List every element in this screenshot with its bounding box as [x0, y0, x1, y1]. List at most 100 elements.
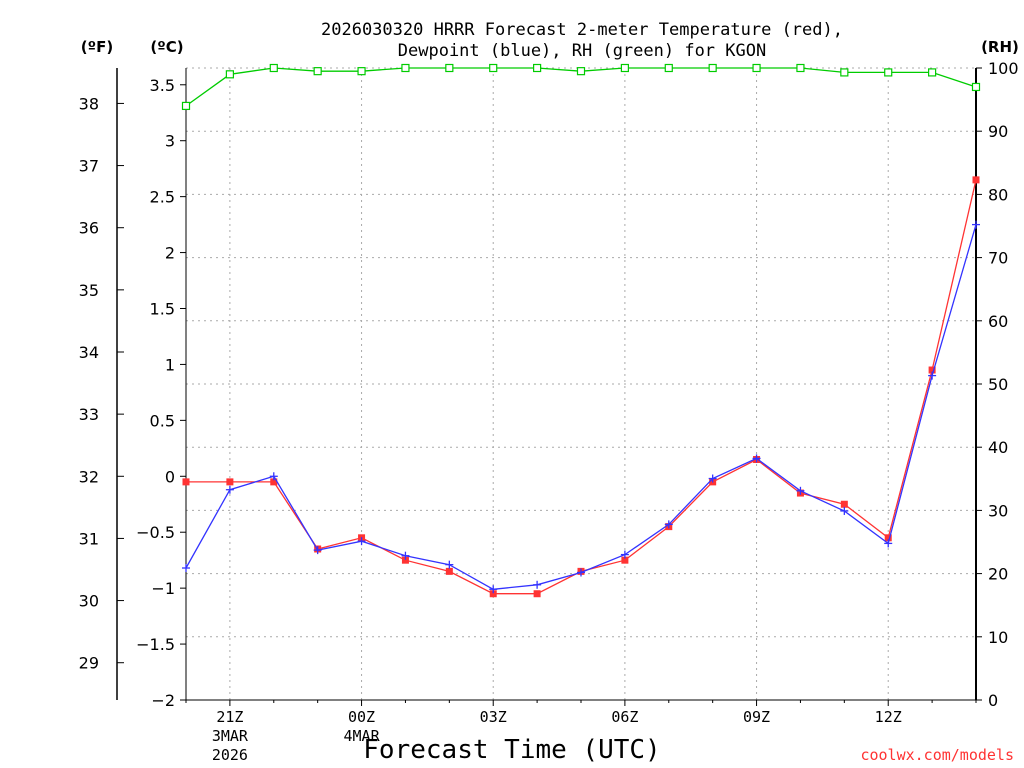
temperature-point	[621, 556, 629, 564]
rh-tick-label: 60	[988, 312, 1008, 331]
fahrenheit-tick-label: 38	[79, 94, 99, 113]
rh-point	[489, 63, 498, 73]
fahrenheit-tick-label: 34	[79, 343, 99, 362]
rh-tick-label: 100	[988, 59, 1019, 78]
dewpoint-point	[225, 485, 234, 494]
dewpoint-point	[752, 454, 761, 463]
rh-unit-label: (RH)	[981, 38, 1019, 56]
dewpoint-point	[445, 560, 454, 569]
temperature-point	[884, 534, 892, 542]
rh-point	[313, 67, 322, 76]
fahrenheit-tick-label: 35	[79, 281, 99, 300]
dewpoint-point	[664, 520, 673, 529]
x-axis-title: Forecast Time (UTC)	[363, 735, 660, 765]
dewpoint-point	[401, 551, 410, 560]
x-tick-label: 09Z	[743, 708, 770, 726]
dewpoint-point	[708, 474, 717, 483]
rh-tick-label: 90	[988, 122, 1008, 141]
dewpoint-point	[796, 486, 805, 495]
rh-point	[752, 63, 761, 73]
celsius-tick-label: 1.5	[150, 299, 175, 318]
x-tick-label: 00Z	[348, 708, 375, 726]
dewpoint-point	[884, 539, 893, 548]
fahrenheit-unit-label: (ºF)	[81, 38, 113, 56]
rh-point	[928, 68, 937, 77]
temperature-point	[928, 366, 936, 374]
rh-point	[708, 63, 717, 73]
dewpoint-point	[313, 546, 322, 555]
fahrenheit-tick-label: 30	[79, 592, 99, 611]
rh-point	[445, 63, 454, 73]
celsius-tick-label: 0	[165, 467, 175, 486]
celsius-tick-label: 1	[165, 355, 175, 374]
fahrenheit-tick-label: 31	[79, 529, 99, 548]
celsius-tick-label: −2	[151, 691, 175, 710]
celsius-tick-label: 2	[165, 244, 175, 263]
celsius-unit-label: (ºC)	[150, 38, 183, 56]
dewpoint-point	[840, 506, 849, 515]
fahrenheit-tick-label: 36	[79, 219, 99, 238]
celsius-tick-label: 0.5	[150, 411, 175, 430]
series-layer	[181, 63, 981, 598]
rh-tick-label: 20	[988, 565, 1008, 584]
rh-tick-label: 70	[988, 249, 1008, 268]
x-tick-label: 12Z	[875, 708, 902, 726]
rh-point	[971, 82, 981, 92]
temperature-point	[401, 556, 409, 564]
fahrenheit-tick-label: 32	[79, 467, 99, 486]
rh-tick-label: 80	[988, 185, 1008, 204]
dewpoint-point	[182, 564, 190, 573]
rh-point	[620, 63, 629, 73]
celsius-tick-label: 2.5	[150, 188, 175, 207]
rh-point	[664, 63, 673, 73]
x-tick-date-label: 3MAR	[212, 727, 249, 745]
celsius-tick-label: −1	[151, 579, 175, 598]
celsius-tick-label: 3	[165, 132, 175, 151]
dewpoint-series-line	[185, 224, 977, 590]
x-tick-label: 21Z	[216, 708, 243, 726]
celsius-tick-label: 3.5	[150, 76, 175, 95]
credit-label: coolwx.com/models	[860, 746, 1014, 764]
rh-point	[401, 63, 410, 73]
rh-tick-label: 40	[988, 438, 1008, 457]
temperature-point	[489, 590, 497, 598]
temperature-point	[445, 567, 453, 575]
rh-tick-label: 30	[988, 501, 1008, 520]
temperature-point	[972, 176, 980, 184]
dewpoint-point	[577, 568, 585, 577]
ticks-layer: −2 −1.5 −1 −0.5 0 0.5 1 1.5 2 2.5 3 3.5 29 30 31 32 33 34…	[79, 59, 1019, 764]
x-tick-date-label: 4MAR	[343, 727, 380, 745]
chart-title-line1: 2026030320 HRRR Forecast 2-meter Tempera…	[321, 20, 843, 40]
fahrenheit-tick-label: 33	[79, 405, 99, 424]
rh-point	[840, 68, 849, 77]
rh-tick-label: 50	[988, 375, 1008, 394]
dewpoint-point	[620, 550, 629, 559]
temperature-series-line	[186, 179, 977, 595]
temperature-point	[840, 500, 848, 508]
fahrenheit-tick-label: 37	[79, 157, 99, 176]
rh-point	[181, 101, 191, 111]
rh-point	[357, 67, 366, 76]
x-tick-label: 03Z	[480, 708, 507, 726]
x-tick-label: 06Z	[611, 708, 638, 726]
dewpoint-point	[269, 472, 278, 481]
rh-point	[884, 68, 893, 77]
dewpoint-point	[357, 537, 366, 546]
rh-point	[269, 63, 278, 73]
dewpoint-point	[928, 371, 937, 380]
temperature-point	[182, 478, 190, 486]
temperature-point	[226, 478, 234, 486]
dewpoint-point	[489, 585, 498, 594]
chart-title-line2: Dewpoint (blue), RH (green) for KGON	[398, 41, 766, 61]
dewpoint-point	[533, 580, 542, 589]
grid-layer	[186, 67, 976, 700]
temperature-point	[533, 590, 541, 598]
x-tick-year-label: 2026	[212, 746, 248, 764]
rh-tick-label: 10	[988, 628, 1008, 647]
rh-point	[225, 70, 234, 79]
rh-point	[576, 67, 586, 76]
celsius-tick-label: −1.5	[136, 635, 175, 654]
dewpoint-point	[972, 220, 980, 229]
fahrenheit-tick-label: 29	[79, 654, 99, 673]
